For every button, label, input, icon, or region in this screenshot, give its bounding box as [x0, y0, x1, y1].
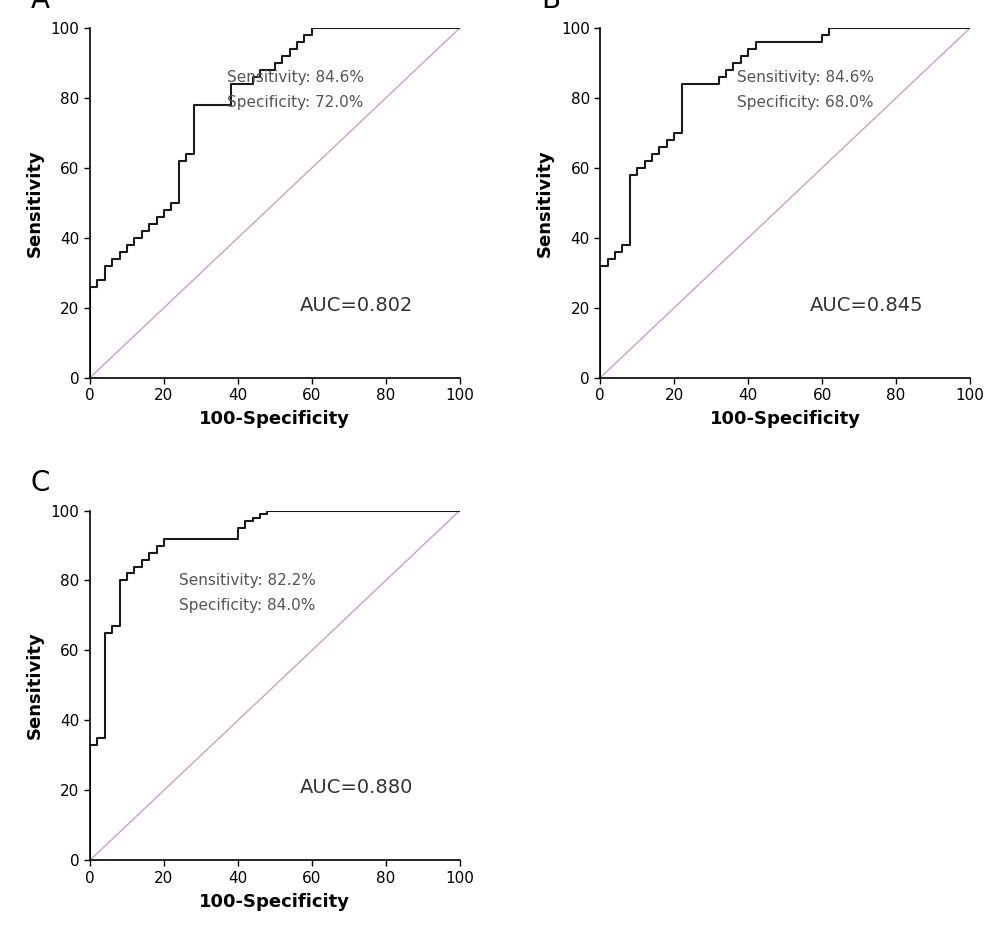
Text: Sensitivity: 84.6%
Specificity: 68.0%: Sensitivity: 84.6% Specificity: 68.0%	[737, 70, 874, 109]
Text: Sensitivity: 82.2%
Specificity: 84.0%: Sensitivity: 82.2% Specificity: 84.0%	[179, 573, 316, 613]
Text: C: C	[31, 468, 50, 496]
X-axis label: 100-Specificity: 100-Specificity	[199, 410, 350, 428]
Text: AUC=0.845: AUC=0.845	[810, 295, 923, 315]
Text: B: B	[541, 0, 560, 14]
Text: Sensitivity: 84.6%
Specificity: 72.0%: Sensitivity: 84.6% Specificity: 72.0%	[227, 70, 364, 109]
X-axis label: 100-Specificity: 100-Specificity	[199, 893, 350, 911]
Text: AUC=0.880: AUC=0.880	[300, 778, 413, 798]
Text: AUC=0.802: AUC=0.802	[300, 295, 413, 315]
Text: A: A	[31, 0, 50, 14]
Y-axis label: Sensitivity: Sensitivity	[536, 149, 554, 257]
X-axis label: 100-Specificity: 100-Specificity	[710, 410, 861, 428]
Y-axis label: Sensitivity: Sensitivity	[26, 149, 44, 257]
Y-axis label: Sensitivity: Sensitivity	[26, 631, 44, 740]
